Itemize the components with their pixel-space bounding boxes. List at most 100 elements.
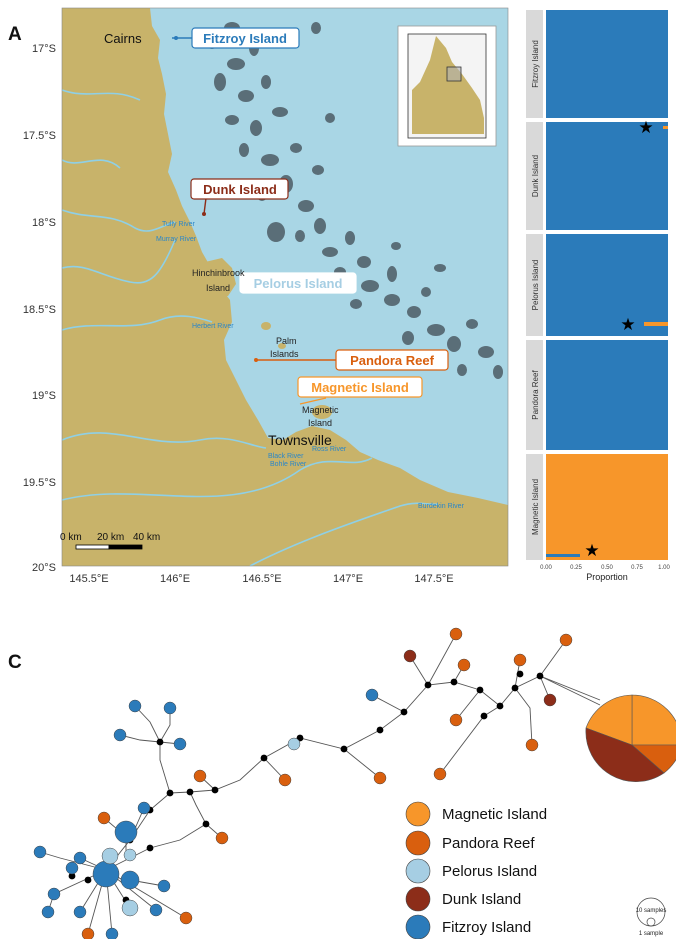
haplotype-node	[128, 699, 142, 713]
size-key: 10 samples 1 sample	[636, 897, 667, 937]
strip-label-magnetic: Magnetic Island	[531, 479, 540, 535]
size-key-label-10: 10 samples	[636, 908, 667, 914]
place-palm-line1: Palm	[276, 336, 297, 346]
magnetic-island-shape	[312, 405, 332, 419]
structure-bar-dunk-admix	[663, 126, 668, 129]
structure-bar-magnetic	[546, 454, 668, 560]
network-legend: Magnetic Island Pandora Reef Pelorus Isl…	[405, 801, 547, 939]
legend-swatch-fitzroy	[405, 914, 431, 939]
outlier-star-pelorus: ★	[620, 315, 635, 334]
structure-bar-magnetic-admix	[546, 554, 580, 557]
x-tick-0: 0.00	[540, 565, 552, 571]
strip-label-pandora: Pandora Reef	[531, 370, 540, 420]
structure-bar-pelorus	[546, 234, 668, 336]
place-magnetic-line1: Magnetic	[302, 405, 339, 415]
site-label-magnetic-text: Magnetic Island	[311, 380, 409, 395]
lat-label-17: 17°S	[32, 43, 56, 55]
x-tick-050: 0.50	[601, 565, 613, 571]
lat-label-18: 18°S	[32, 217, 56, 229]
size-key-label-1: 1 sample	[639, 931, 664, 937]
palm-islands-shape	[261, 322, 271, 330]
network-haplotype-nodes	[33, 627, 573, 939]
legend-label-dunk: Dunk Island	[442, 891, 521, 908]
lat-label-18-5: 18.5°S	[23, 304, 56, 316]
place-cairns: Cairns	[104, 31, 142, 46]
dominant-haplotype-pie	[585, 694, 676, 782]
x-axis-label: Proportion	[586, 572, 628, 582]
hinchinbrook-island-shape	[205, 258, 236, 298]
strip-bg-pelorus	[526, 234, 543, 336]
lat-label-19-5: 19.5°S	[23, 477, 56, 489]
legend-swatch-magnetic	[405, 801, 431, 827]
scale-label-0: 0 km	[60, 532, 82, 543]
fitzroy-site-marker	[174, 36, 178, 40]
river-label-bohle: Bohle River	[270, 461, 307, 468]
site-label-fitzroy: Fitzroy Island	[191, 27, 300, 49]
legend-label-pelorus: Pelorus Island	[442, 863, 537, 880]
palm-island-small	[278, 343, 286, 349]
dunk-site-marker	[202, 212, 206, 216]
river-label-herbert: Herbert River	[192, 323, 234, 330]
place-townsville: Townsville	[268, 432, 332, 448]
rivers	[62, 89, 439, 566]
x-tick-075: 0.75	[631, 565, 643, 571]
scale-label-20: 20 km	[97, 532, 124, 543]
river-label-burdekin: Burdekin River	[418, 503, 465, 510]
legend-swatch-dunk	[405, 886, 431, 912]
place-hinchinbrook-line2: Island	[206, 283, 230, 293]
site-label-pandora: Pandora Reef	[335, 349, 449, 371]
lon-label-145-5: 145.5°E	[69, 573, 108, 585]
site-label-magnetic: Magnetic Island	[297, 376, 423, 398]
place-hinchinbrook-line1: Hinchinbrook	[192, 268, 245, 278]
lat-label-17-5: 17.5°S	[23, 130, 56, 142]
site-label-dunk-text: Dunk Island	[203, 182, 277, 197]
outlier-star-dunk: ★	[638, 118, 653, 137]
lat-label-20: 20°S	[32, 562, 56, 574]
site-label-fitzroy-text: Fitzroy Island	[203, 31, 287, 46]
strip-label-dunk: Dunk Island	[531, 155, 540, 197]
map-frame	[61, 7, 509, 567]
strip-label-pelorus: Pelorus Island	[531, 260, 540, 311]
lon-label-146-5: 146.5°E	[242, 573, 281, 585]
site-label-pelorus: Pelorus Island	[239, 272, 357, 294]
x-tick-100: 1.00	[658, 565, 670, 571]
river-label-ross: Ross River	[312, 446, 347, 453]
site-label-dunk: Dunk Island	[190, 178, 289, 200]
river-label-tully: Tully River	[162, 221, 195, 228]
legend-swatch-pandora	[405, 830, 431, 856]
network-edges	[39, 633, 601, 935]
strip-label-fitzroy: Fitzroy Island	[531, 40, 540, 88]
structure-bar-pandora	[546, 340, 668, 450]
legend-swatch-pelorus	[405, 858, 431, 884]
site-label-pandora-text: Pandora Reef	[350, 353, 434, 368]
strip-bg-fitzroy	[526, 10, 543, 118]
lat-label-19: 19°S	[32, 390, 56, 402]
scale-label-40: 40 km	[133, 532, 160, 543]
outlier-star-magnetic: ★	[584, 541, 599, 560]
inset-map	[397, 25, 497, 147]
strip-bg-dunk	[526, 122, 543, 230]
structure-bar-fitzroy	[546, 10, 668, 118]
place-palm-line2: Islands	[270, 349, 299, 359]
lon-label-146: 146°E	[160, 573, 190, 585]
pandora-site-marker	[254, 358, 258, 362]
legend-label-pandora: Pandora Reef	[442, 835, 535, 852]
x-tick-025: 0.25	[570, 565, 582, 571]
panel-label-c: C	[8, 652, 22, 673]
site-label-pelorus-text: Pelorus Island	[254, 276, 343, 291]
river-label-murray: Murray River	[156, 236, 197, 243]
legend-label-magnetic: Magnetic Island	[442, 806, 547, 823]
lon-label-147: 147°E	[333, 573, 363, 585]
panel-label-a: A	[8, 24, 22, 45]
strip-bg-magnetic	[526, 454, 543, 560]
lon-label-147-5: 147.5°E	[414, 573, 453, 585]
river-label-black: Black River	[268, 453, 304, 460]
strip-bg-pandora	[526, 340, 543, 450]
place-magnetic-line2: Island	[308, 418, 332, 428]
legend-label-fitzroy: Fitzroy Island	[442, 919, 531, 936]
structure-bar-pelorus-admix	[644, 322, 668, 326]
scale-bar: 0 km 20 km 40 km	[60, 532, 160, 550]
